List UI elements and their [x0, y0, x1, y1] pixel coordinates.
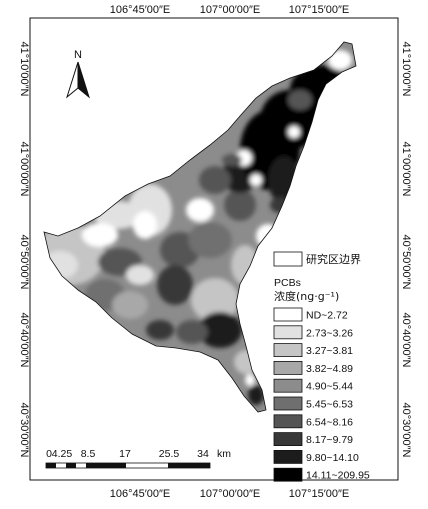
scale-labels: 0 4.25 8.5 17 25.5 34	[46, 448, 209, 460]
legend-label-2: 2.73~3.26	[306, 327, 353, 339]
legend-label-9: 9.80~14.10	[306, 452, 359, 464]
legend-swatch-5	[273, 378, 303, 393]
legend-swatch-2	[273, 325, 303, 340]
coord-top-3: 107°15′00″E	[289, 4, 350, 16]
scale-unit: km	[217, 448, 231, 460]
coord-right-4: 40°40′00″N	[400, 312, 412, 367]
legend-swatch-9	[273, 449, 303, 464]
legend-label-1: ND~2.72	[306, 310, 348, 322]
legend-boundary-swatch	[273, 251, 303, 267]
legend-swatch-10	[273, 467, 303, 482]
coord-right-5: 40°30′00″N	[400, 402, 412, 457]
scale-tick-5: 25.5	[159, 448, 180, 460]
legend-label-8: 8.17~9.79	[306, 434, 353, 446]
coord-bottom-3: 107°15′00″E	[289, 488, 350, 500]
legend-label-3: 3.27~3.81	[306, 345, 353, 357]
scale-bar: 0 4.25 8.5 17 25.5 34 km	[45, 448, 231, 469]
legend-swatch-1	[273, 307, 303, 322]
legend-title-line2: 浓度(ng·g⁻¹)	[274, 289, 339, 303]
legend-swatch-6	[273, 396, 303, 411]
coord-left-4: 40°40′00″N	[18, 312, 30, 367]
coord-left-5: 40°30′00″N	[18, 402, 30, 457]
legend: 研究区边界 PCBs 浓度(ng·g⁻¹) ND~2.72 2.73~3.26 3.…	[273, 251, 370, 482]
scale-tick-3: 8.5	[81, 448, 96, 460]
study-area-boundary	[43, 41, 357, 413]
legend-title-line1: PCBs	[274, 277, 301, 289]
legend-label-10: 14.11~209.95	[306, 470, 370, 482]
coord-right-3: 40°50′00″N	[400, 234, 412, 289]
scale-tick-2: 4.25	[52, 448, 73, 460]
coord-top-2: 107°00′00″E	[200, 4, 261, 16]
scale-tick-1: 0	[46, 448, 52, 460]
coord-left-2: 41°00′00″N	[18, 141, 30, 196]
coord-top-1: 106°45′00″E	[110, 4, 171, 16]
scale-tick-4: 17	[119, 448, 131, 460]
legend-swatch-7	[273, 414, 303, 429]
legend-boundary-label: 研究区边界	[306, 252, 361, 266]
legend-swatch-4	[273, 360, 303, 375]
north-label: N	[74, 49, 82, 61]
coord-left-3: 40°50′00″N	[18, 234, 30, 289]
legend-swatch-8	[273, 432, 303, 447]
coord-right-1: 41°10′00″N	[400, 41, 412, 96]
legend-label-5: 4.90~5.44	[306, 381, 353, 393]
legend-label-4: 3.82~4.89	[306, 363, 353, 375]
legend-classes: ND~2.72 2.73~3.26 3.27~3.81 3.82~4.89 4.90~5…	[273, 307, 370, 482]
legend-label-7: 6.54~8.16	[306, 416, 353, 428]
north-arrow-icon: N	[66, 49, 90, 99]
scale-tick-6: 34	[197, 448, 209, 460]
coord-bottom-2: 107°00′00″E	[200, 488, 261, 500]
coord-right-2: 41°00′00″N	[400, 141, 412, 196]
coord-bottom-1: 106°45′00″E	[110, 488, 171, 500]
coord-left-1: 41°10′00″N	[18, 41, 30, 96]
legend-swatch-3	[273, 343, 303, 358]
legend-label-6: 5.45~6.53	[306, 399, 353, 411]
